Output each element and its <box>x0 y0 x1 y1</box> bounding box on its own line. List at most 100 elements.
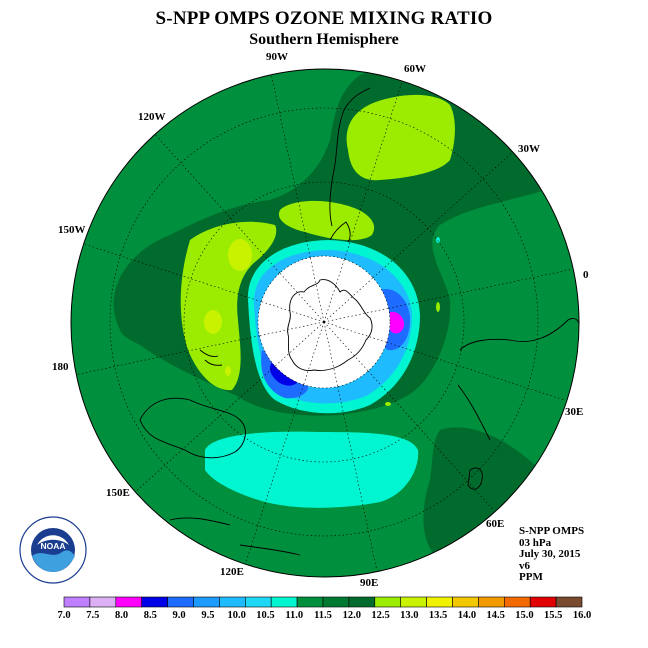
meridian-line <box>261 301 325 323</box>
lon-label-30w: 30W <box>518 143 540 155</box>
lon-label-30e: 30E <box>565 406 583 418</box>
lon-label-90e: 90E <box>360 577 378 589</box>
light-green-patch <box>385 402 391 406</box>
colorbar-swatch <box>426 596 453 608</box>
island-coastline <box>239 544 301 556</box>
colorbar: 7.0 7.5 8.0 8.5 9.0 9.5 10.0 10.5 11.0 11.5 12.0 12… <box>57 596 591 621</box>
colorbar-swatch <box>503 596 531 608</box>
africa-east-coastline <box>457 384 491 441</box>
meridian-line <box>274 321 325 367</box>
colorbar-tick-label: 11.0 <box>285 610 303 621</box>
meridian-line <box>344 80 403 260</box>
colorbar-swatch <box>374 596 401 608</box>
map-title: S-NPP OMPS OZONE MIXING RATIO <box>155 8 493 29</box>
cyan-patch <box>436 237 440 243</box>
colorbar-swatch <box>89 596 117 608</box>
magenta-region <box>390 311 405 334</box>
colorbar-tick-label: 8.0 <box>115 610 128 621</box>
meridian-line <box>337 386 378 571</box>
colorbar-tick-label: 8.5 <box>144 610 157 621</box>
lon-label-150e: 150E <box>106 487 130 499</box>
meridian-line <box>323 277 374 323</box>
meridian-line <box>279 272 325 323</box>
info-instrument: S-NPP OMPS <box>519 525 585 537</box>
colorbar-swatch <box>400 596 427 608</box>
meridian-line <box>245 384 304 564</box>
meridian-line <box>372 151 513 279</box>
noaa-logo-icon: NOAA <box>19 516 87 584</box>
lon-label-120w: 120W <box>138 111 166 123</box>
colorbar-swatch <box>348 596 376 608</box>
colorbar-swatch <box>219 596 246 608</box>
meridian-line <box>303 321 325 385</box>
colorbar-swatch <box>478 596 505 608</box>
new-zealand-coastline <box>204 359 223 366</box>
colorbar-tick-label: 14.5 <box>486 610 504 621</box>
colorbar-tick-label: 11.5 <box>314 610 332 621</box>
info-units: PPM <box>519 571 543 583</box>
ozone-field <box>71 69 579 577</box>
colorbar-swatch <box>63 596 91 608</box>
meridian-line <box>323 321 387 343</box>
colorbar-tick-label: 12.0 <box>343 610 361 621</box>
meridian-line <box>259 321 325 337</box>
colorbar-tick-label: 15.0 <box>515 610 533 621</box>
lon-label-60e: 60E <box>486 518 504 530</box>
lon-label-150w: 150W <box>58 224 86 236</box>
info-date: July 30, 2015 <box>519 548 581 560</box>
light-green-patch <box>436 302 440 312</box>
colorbar-tick-label: 13.0 <box>400 610 418 621</box>
colorbar-tick-label: 16.0 <box>573 610 591 621</box>
map-boundary <box>70 68 580 578</box>
madagascar-coastline <box>467 467 483 490</box>
yellow-green-patch <box>204 310 222 334</box>
new-zealand-coastline <box>199 349 219 358</box>
yellow-green-patch <box>228 239 252 271</box>
island-coastline <box>169 517 231 526</box>
meridian-line <box>323 259 345 323</box>
colorbar-swatch <box>529 596 557 608</box>
colorbar-swatch <box>555 596 583 608</box>
colorbar-swatch <box>193 596 220 608</box>
meridian-line <box>75 335 260 376</box>
lon-label-120e: 120E <box>220 566 244 578</box>
lon-label-60w: 60W <box>404 63 426 75</box>
meridian-line <box>323 321 339 387</box>
peninsula-coastline <box>329 221 351 243</box>
colorbar-tick-label: 15.5 <box>544 610 562 621</box>
colorbar-tick-label: 10.0 <box>227 610 245 621</box>
colorbar-tick-label: 13.5 <box>429 610 447 621</box>
colorbar-swatch <box>245 596 272 608</box>
colorbar-tick-label: 12.5 <box>371 610 389 621</box>
coastlines <box>139 87 579 556</box>
colorbar-tick-label: 9.5 <box>201 610 214 621</box>
meridian-line <box>388 268 573 309</box>
africa-coastline <box>459 318 579 351</box>
colorbar-tick-label: 7.0 <box>57 610 70 621</box>
colorbar-swatch <box>141 596 168 608</box>
meridian-line <box>323 321 369 372</box>
light-green-region <box>278 200 375 241</box>
australia-coastline <box>139 397 246 459</box>
info-block: S-NPP OMPS 03 hPa July 30, 2015 v6 PPM <box>519 525 585 584</box>
colorbar-tick-label: 10.5 <box>256 610 274 621</box>
lon-label-180: 180 <box>52 361 69 373</box>
info-version: v6 <box>519 559 530 572</box>
meridian-line <box>82 243 262 302</box>
meridian-line <box>309 257 325 323</box>
colorbar-swatch <box>270 596 298 608</box>
colorbar-tick-label: 14.0 <box>458 610 476 621</box>
meridian-line <box>367 370 495 511</box>
meridian-line <box>270 73 311 258</box>
map-subtitle: Southern Hemisphere <box>249 31 399 48</box>
colorbar-swatch <box>167 596 194 608</box>
meridian-line <box>153 133 281 274</box>
colorbar-swatch <box>115 596 143 608</box>
antarctica-coastline <box>287 279 373 371</box>
graticule <box>75 73 573 571</box>
yellow-green-patch <box>225 366 231 376</box>
cyan-region <box>205 431 419 508</box>
meridian-line <box>386 342 566 401</box>
meridian-line <box>135 365 276 493</box>
